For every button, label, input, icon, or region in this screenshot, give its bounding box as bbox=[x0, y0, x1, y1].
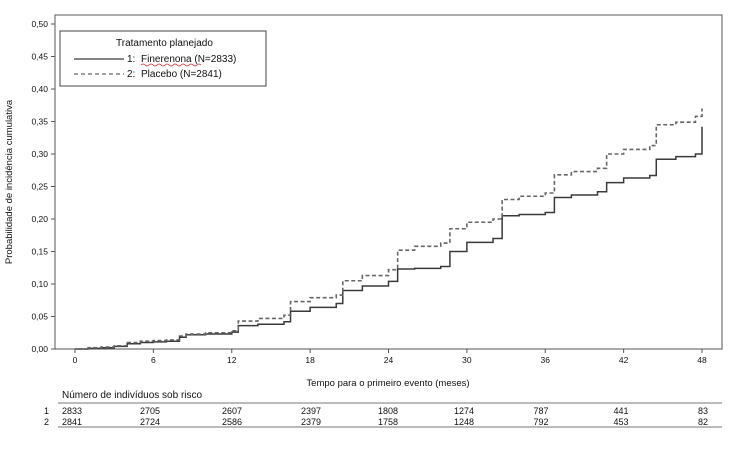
legend-prefix-1: 1: bbox=[127, 54, 135, 65]
risk-cell: 2724 bbox=[140, 417, 160, 427]
risk-cell: 792 bbox=[533, 417, 548, 427]
x-tick-label: 36 bbox=[541, 355, 551, 365]
x-tick-label: 18 bbox=[305, 355, 315, 365]
y-tick-label: 0,35 bbox=[31, 117, 48, 127]
risk-cell: 1248 bbox=[454, 417, 474, 427]
legend-label-2: Placebo (N=2841) bbox=[141, 69, 222, 80]
series-layer bbox=[75, 108, 703, 350]
risk-cell: 2397 bbox=[301, 406, 321, 416]
y-tick-label: 0,45 bbox=[31, 52, 48, 62]
y-tick-label: 0,10 bbox=[31, 279, 48, 289]
risk-cell: 441 bbox=[613, 406, 628, 416]
y-tick-label: 0,30 bbox=[31, 149, 48, 159]
risk-cell: 83 bbox=[698, 406, 708, 416]
x-axis: 0 6 12 18 24 30 36 42 48 bbox=[73, 349, 707, 365]
x-tick-label: 0 bbox=[73, 355, 78, 365]
placebo-curve bbox=[75, 108, 703, 350]
y-axis: 0,00 0,05 0,10 0,15 0,20 0,25 0,30 0,35 0,40 0,45… bbox=[31, 19, 55, 354]
risk-cell: 1808 bbox=[378, 406, 398, 416]
x-tick-label: 30 bbox=[462, 355, 472, 365]
risk-cell: 1274 bbox=[454, 406, 474, 416]
risk-cell: 1758 bbox=[378, 417, 398, 427]
risk-cell: 2379 bbox=[301, 417, 321, 427]
risk-cell: 2607 bbox=[222, 406, 242, 416]
risk-cell: 82 bbox=[698, 417, 708, 427]
risk-row-label-2: 2 bbox=[44, 417, 49, 427]
risk-cells: 2833 2705 2607 2397 1808 1274 787 441 83 2841 2724… bbox=[62, 406, 708, 427]
risk-table: Número de indivíduos sob risco 1 2 2833 2… bbox=[44, 390, 722, 428]
finerenona-curve bbox=[75, 126, 703, 350]
y-tick-label: 0,25 bbox=[31, 182, 48, 192]
risk-table-title: Número de indivíduos sob risco bbox=[62, 390, 203, 401]
y-tick-label: 0,40 bbox=[31, 84, 48, 94]
x-tick-label: 42 bbox=[619, 355, 629, 365]
spellcheck-underline bbox=[140, 63, 202, 67]
y-tick-label: 0,00 bbox=[31, 344, 48, 354]
x-tick-label: 12 bbox=[227, 355, 237, 365]
x-tick-label: 48 bbox=[697, 355, 707, 365]
risk-cell: 2705 bbox=[140, 406, 160, 416]
legend-title: Tratamento planejado bbox=[116, 38, 213, 49]
risk-cell: 787 bbox=[533, 406, 548, 416]
y-tick-label: 0,15 bbox=[31, 247, 48, 257]
risk-cell: 453 bbox=[613, 417, 628, 427]
risk-cell: 2833 bbox=[62, 406, 82, 416]
x-tick-label: 6 bbox=[151, 355, 156, 365]
risk-row-label-1: 1 bbox=[44, 406, 49, 416]
risk-cell: 2586 bbox=[222, 417, 242, 427]
y-axis-title: Probabilidade de incidência cumulativa bbox=[4, 99, 15, 264]
legend-label-1: Finerenona (N=2833) bbox=[141, 54, 236, 65]
legend: Tratamento planejado 1: Finerenona (N=28… bbox=[59, 30, 267, 87]
risk-cell: 2841 bbox=[62, 417, 82, 427]
x-axis-title: Tempo para o primeiro evento (meses) bbox=[306, 378, 469, 389]
y-tick-label: 0,50 bbox=[31, 19, 48, 29]
y-tick-label: 0,20 bbox=[31, 214, 48, 224]
y-tick-label: 0,05 bbox=[31, 312, 48, 322]
x-tick-label: 24 bbox=[384, 355, 394, 365]
legend-prefix-2: 2: bbox=[127, 69, 135, 80]
